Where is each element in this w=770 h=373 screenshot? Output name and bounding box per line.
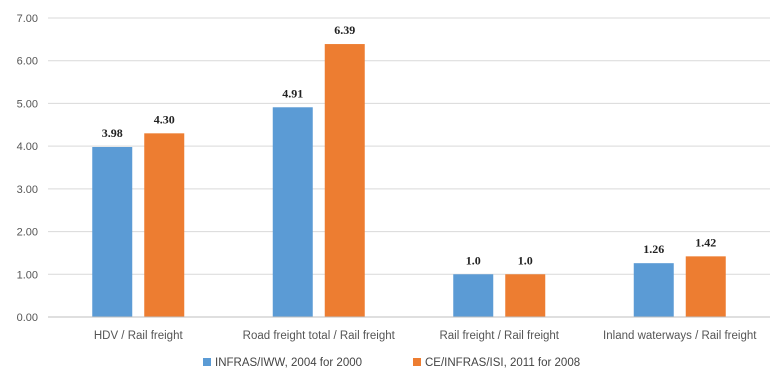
x-tick-label: Road freight total / Rail freight: [243, 330, 396, 342]
y-axis: 0.00 1.00 2.00 3.00 4.00 5.00 6.00 7.00: [17, 13, 38, 324]
data-label: 1.0: [518, 253, 533, 267]
x-tick-label: HDV / Rail freight: [94, 330, 184, 342]
data-label: 1.26: [643, 242, 664, 256]
x-tick-label: Rail freight / Rail freight: [439, 330, 559, 342]
bar: [685, 256, 726, 317]
bar: [505, 274, 546, 317]
data-label: 3.98: [102, 126, 123, 140]
bar: [633, 263, 674, 317]
y-tick-label: 7.00: [17, 13, 38, 25]
bar: [92, 146, 133, 317]
y-tick-label: 6.00: [17, 56, 38, 68]
legend-swatch: [203, 358, 211, 366]
bar: [324, 44, 365, 317]
x-tick-label: Inland waterways / Rail freight: [603, 330, 757, 342]
data-label: 4.91: [282, 86, 303, 100]
data-labels: 3.98 4.30 4.91 6.39 1.0 1.0 1.26 1.42: [102, 23, 717, 267]
y-tick-label: 2.00: [17, 227, 38, 239]
bar: [272, 107, 313, 317]
data-label: 4.30: [154, 112, 175, 126]
data-label: 6.39: [334, 23, 355, 37]
legend-label: CE/INFRAS/ISI, 2011 for 2008: [425, 357, 580, 369]
y-tick-label: 1.00: [17, 269, 38, 281]
bar: [453, 274, 494, 317]
y-tick-label: 0.00: [17, 312, 38, 324]
legend-label: INFRAS/IWW, 2004 for 2000: [215, 357, 362, 369]
y-tick-label: 3.00: [17, 184, 38, 196]
x-axis: HDV / Rail freight Road freight total / R…: [48, 316, 770, 342]
legend: INFRAS/IWW, 2004 for 2000 CE/INFRAS/ISI, …: [203, 357, 580, 369]
y-tick-label: 5.00: [17, 98, 38, 110]
data-label: 1.0: [466, 253, 481, 267]
legend-swatch: [413, 358, 421, 366]
bar: [144, 133, 185, 317]
bars: [92, 44, 726, 317]
y-tick-label: 4.00: [17, 141, 38, 153]
data-label: 1.42: [695, 235, 716, 249]
